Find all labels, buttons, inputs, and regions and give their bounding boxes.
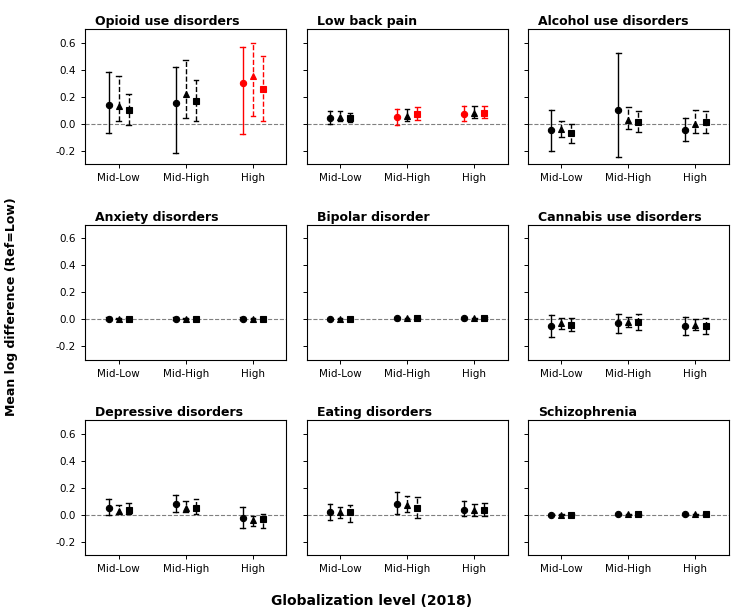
- Text: Depressive disorders: Depressive disorders: [95, 406, 243, 419]
- Text: Opioid use disorders: Opioid use disorders: [95, 15, 240, 28]
- Text: Eating disorders: Eating disorders: [316, 406, 432, 419]
- Text: Schizophrenia: Schizophrenia: [538, 406, 637, 419]
- Text: Alcohol use disorders: Alcohol use disorders: [538, 15, 688, 28]
- Text: Globalization level (2018): Globalization level (2018): [272, 594, 472, 608]
- Text: Cannabis use disorders: Cannabis use disorders: [538, 211, 702, 223]
- Text: Anxiety disorders: Anxiety disorders: [95, 211, 219, 223]
- Text: Mean log difference (Ref=Low): Mean log difference (Ref=Low): [4, 198, 18, 416]
- Text: Low back pain: Low back pain: [316, 15, 417, 28]
- Text: Bipolar disorder: Bipolar disorder: [316, 211, 429, 223]
